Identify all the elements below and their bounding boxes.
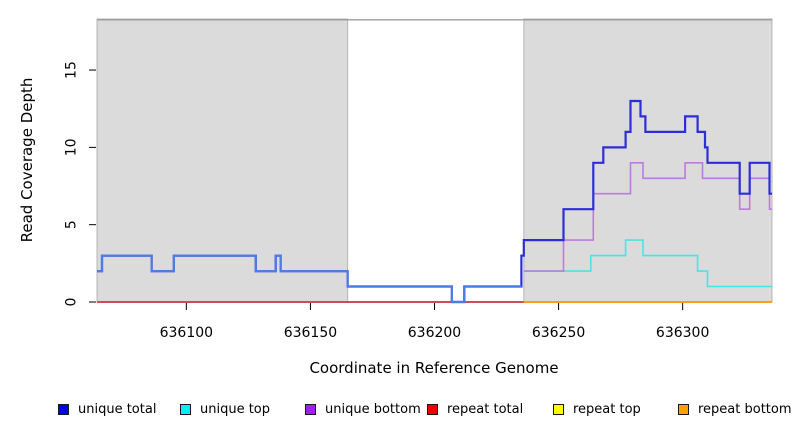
legend-swatch bbox=[305, 404, 316, 415]
legend-swatch bbox=[180, 404, 191, 415]
x-tick-label: 636250 bbox=[532, 325, 585, 341]
legend-label: unique bottom bbox=[325, 402, 421, 417]
legend-label: repeat top bbox=[573, 402, 641, 417]
legend-item-repeat-total: repeat total bbox=[427, 402, 523, 417]
legend-item-repeat-bottom: repeat bottom bbox=[678, 402, 792, 417]
legend-swatch bbox=[678, 404, 689, 415]
series-unique-top bbox=[523, 239, 772, 288]
legend-item-repeat-top: repeat top bbox=[553, 402, 641, 417]
legend-label: unique total bbox=[78, 402, 157, 417]
y-tick-label: 15 bbox=[64, 61, 80, 79]
x-tick-label: 636300 bbox=[656, 325, 709, 341]
shaded-region bbox=[523, 18, 773, 303]
legend-label: unique top bbox=[200, 402, 271, 417]
y-tick-label: 0 bbox=[64, 298, 80, 307]
legend-swatch bbox=[553, 404, 564, 415]
series-unique-total-left-blend bbox=[97, 254, 522, 304]
y-axis-label: Read Coverage Depth bbox=[18, 77, 36, 243]
legend: unique total unique top unique bottom repea… bbox=[0, 402, 792, 426]
legend-label: repeat bottom bbox=[698, 402, 792, 417]
legend-item-unique-total: unique total bbox=[58, 402, 156, 417]
legend-swatch bbox=[58, 404, 69, 415]
y-tick-label: 10 bbox=[64, 138, 80, 156]
legend-swatch bbox=[427, 404, 438, 415]
x-axis-label: Coordinate in Reference Genome bbox=[309, 359, 559, 377]
x-tick-label: 636100 bbox=[160, 325, 213, 341]
legend-label: repeat total bbox=[447, 402, 524, 417]
shaded-region bbox=[96, 18, 349, 303]
x-tick-label: 636200 bbox=[408, 325, 461, 341]
legend-item-unique-top: unique top bbox=[180, 402, 270, 417]
y-tick-label: 5 bbox=[64, 220, 80, 229]
x-tick-label: 636150 bbox=[284, 325, 337, 341]
legend-item-unique-bottom: unique bottom bbox=[305, 402, 421, 417]
